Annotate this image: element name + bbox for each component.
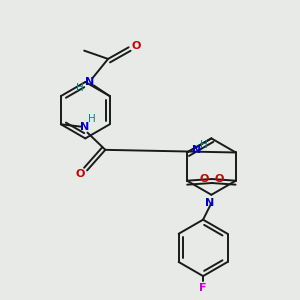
Text: O: O: [200, 174, 209, 184]
Text: N: N: [80, 122, 89, 132]
Text: N: N: [192, 145, 201, 155]
Text: O: O: [214, 174, 224, 184]
Text: N: N: [85, 77, 94, 87]
Text: O: O: [131, 41, 141, 51]
Text: O: O: [76, 169, 85, 179]
Text: N: N: [205, 198, 214, 208]
Text: H: H: [76, 83, 84, 93]
Text: H: H: [88, 114, 96, 124]
Text: F: F: [199, 284, 207, 293]
Text: H: H: [200, 140, 208, 150]
